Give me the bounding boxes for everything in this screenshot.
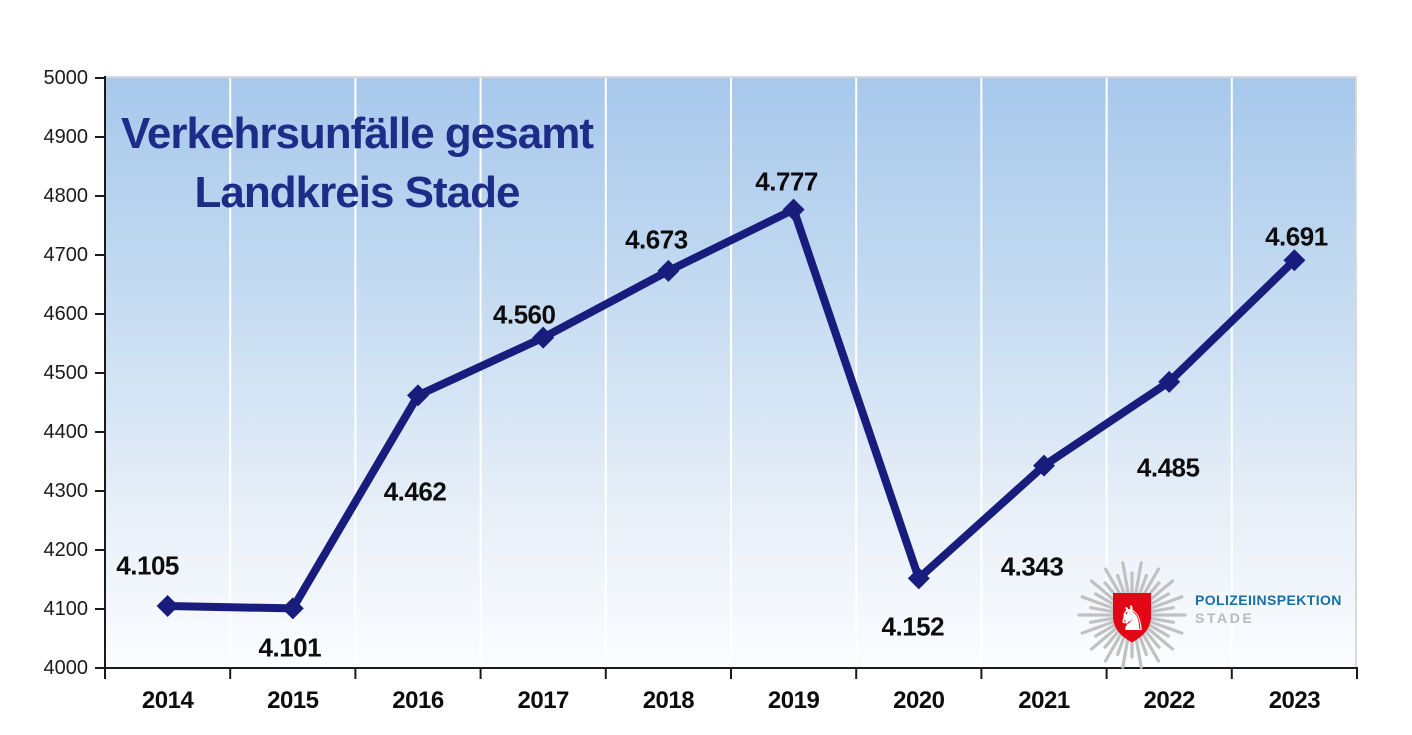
chart-title-line-1: Verkehrsunfälle gesamt: [120, 109, 594, 158]
data-point-marker: [281, 597, 304, 620]
saxon-steed-icon: ♞: [1117, 600, 1147, 638]
police-star-icon: ♞: [1077, 561, 1187, 669]
lower-saxony-shield-icon: [1113, 593, 1151, 643]
data-point-marker: [657, 259, 680, 282]
police-logo-text: POLIZEIINSPEKTION STADE: [1195, 592, 1342, 626]
data-point-marker: [1158, 370, 1181, 393]
chart-title-line-2: Landkreis Stade: [194, 168, 521, 217]
chart-title: Verkehrsunfälle gesamt Landkreis Stade: [107, 104, 607, 222]
star-ray: [1143, 618, 1184, 635]
data-point-marker: [1033, 454, 1055, 477]
police-logo: ♞ POLIZEIINSPEKTION STADE: [1076, 559, 1366, 674]
data-point-marker: [156, 595, 179, 618]
series-line: [163, 205, 1299, 613]
data-point-marker: [407, 384, 429, 407]
data-point-marker: [782, 198, 805, 221]
star-ray: [1080, 595, 1121, 612]
data-point-marker: [907, 567, 930, 590]
police-unit-name: STADE: [1195, 610, 1255, 626]
star-ray: [1080, 618, 1121, 635]
police-org-name: POLIZEIINSPEKTION: [1195, 592, 1342, 608]
star-ray: [1143, 595, 1184, 612]
data-point-marker: [532, 326, 555, 349]
data-point-marker: [1283, 249, 1306, 272]
